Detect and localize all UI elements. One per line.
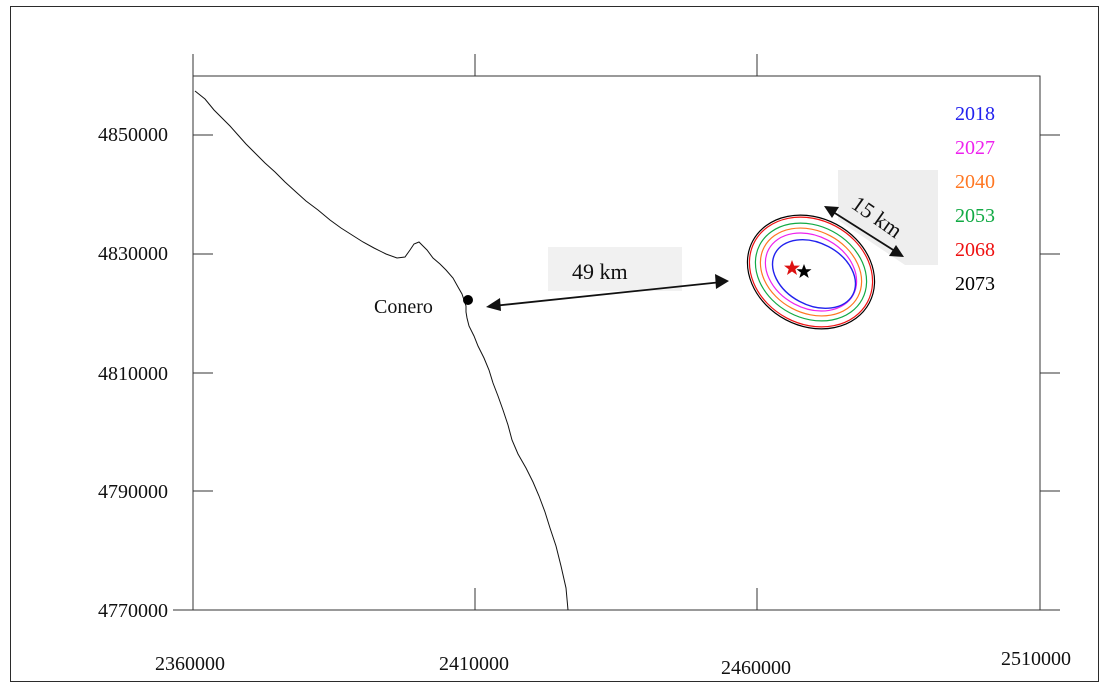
ellipse-2053: [754, 222, 868, 322]
axis-ticks: [173, 54, 1060, 611]
x-tick-labels: 2360000 2410000 2460000 2510000: [155, 648, 1071, 679]
x-tick-label: 2360000: [155, 653, 225, 675]
x-tick-label: 2510000: [1001, 648, 1071, 670]
coastline: [194, 90, 569, 611]
y-tick-label: 4850000: [98, 124, 168, 146]
y-tick-label: 4810000: [98, 363, 168, 385]
y-tick-label: 4830000: [98, 243, 168, 265]
red-star-marker: [784, 260, 800, 275]
ellipse-2068: [748, 216, 874, 328]
ellipse-2040: [759, 227, 863, 317]
legend-item-2068: 2068: [955, 239, 995, 261]
y-tick-labels: 4850000 4830000 4810000 4790000 4770000: [98, 124, 168, 622]
ellipse-2018: [771, 239, 857, 309]
legend-item-2040: 2040: [955, 171, 995, 193]
legend-item-2053: 2053: [955, 205, 995, 227]
width-label-bg: [838, 170, 938, 265]
legend-item-2073: 2073: [955, 273, 995, 295]
x-tick-label: 2410000: [439, 653, 509, 675]
width-arrow: [824, 206, 904, 257]
black-star-marker: [796, 264, 812, 278]
plot-area: [192, 75, 1041, 611]
legend-item-2018: 2018: [955, 103, 995, 125]
distance-label: 49 km: [572, 259, 628, 284]
distance-arrow: [486, 274, 729, 311]
x-tick-label: 2460000: [721, 657, 791, 679]
conero-label: Conero: [374, 296, 433, 318]
distance-label-bg: [548, 247, 682, 291]
y-tick-label: 4770000: [98, 600, 168, 622]
legend: 2018 2027 2040 2053 2068 2073: [955, 103, 995, 295]
legend-item-2027: 2027: [955, 137, 995, 159]
y-tick-label: 4790000: [98, 481, 168, 503]
conero-point: [463, 295, 473, 305]
figure-frame: [10, 6, 1099, 682]
plume-ellipses: [746, 214, 876, 330]
ellipse-2073: [746, 214, 876, 330]
